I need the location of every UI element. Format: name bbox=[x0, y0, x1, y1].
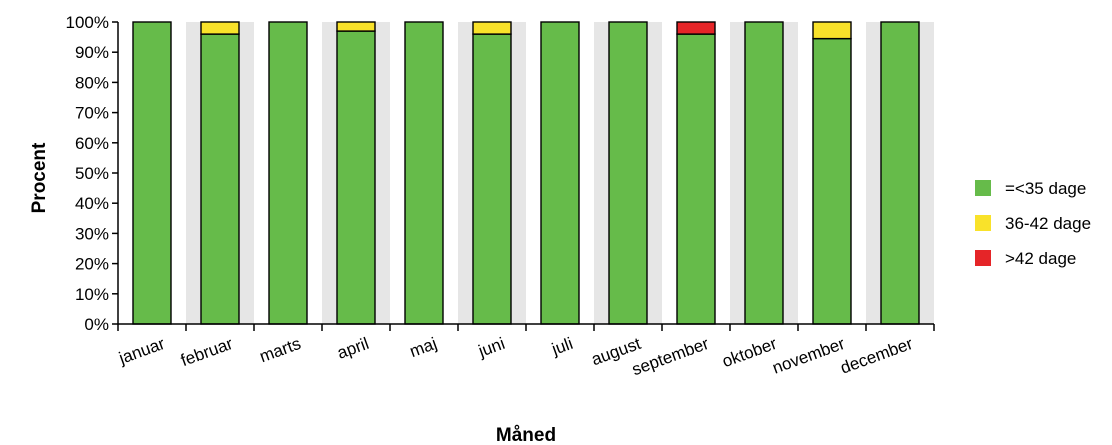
bar-segment bbox=[472, 33, 512, 325]
bar-segment bbox=[880, 21, 920, 325]
bar-segment bbox=[812, 37, 852, 325]
x-tick-label: november bbox=[770, 334, 848, 378]
bar-segment bbox=[336, 21, 376, 32]
x-axis-ticks: januar februar marts april maj juni juli august… bbox=[116, 324, 935, 379]
legend-swatch bbox=[975, 180, 991, 196]
legend-label: >42 dage bbox=[1005, 249, 1076, 268]
y-tick-label: 20% bbox=[75, 255, 109, 274]
x-tick-label: december bbox=[838, 334, 916, 378]
bar-segment bbox=[676, 33, 716, 325]
bar-segment bbox=[200, 21, 240, 35]
y-tick-label: 90% bbox=[75, 43, 109, 62]
x-tick-label: juni bbox=[475, 334, 507, 361]
legend-swatch bbox=[975, 250, 991, 266]
x-tick-label: juli bbox=[548, 334, 575, 359]
legend-label: =<35 dage bbox=[1005, 179, 1086, 198]
bar-segment bbox=[540, 21, 580, 325]
y-axis-ticks: 0% 10% 20% 30% 40% 50% 60% 70% 80% 90% 100% bbox=[66, 13, 118, 334]
bar-segment bbox=[404, 21, 444, 325]
bar-segment bbox=[472, 21, 512, 35]
x-tick-label: marts bbox=[257, 334, 303, 366]
x-tick-label: april bbox=[335, 334, 372, 363]
y-tick-label: 70% bbox=[75, 104, 109, 123]
y-tick-label: 10% bbox=[75, 285, 109, 304]
legend-swatch bbox=[975, 215, 991, 231]
x-axis-title: Måned bbox=[496, 425, 556, 445]
y-tick-label: 50% bbox=[75, 164, 109, 183]
x-tick-label: februar bbox=[178, 334, 235, 370]
y-tick-label: 60% bbox=[75, 134, 109, 153]
bar-segment bbox=[812, 21, 852, 40]
y-tick-label: 100% bbox=[66, 13, 109, 32]
y-tick-label: 30% bbox=[75, 224, 109, 243]
legend: =<35 dage 36-42 dage >42 dage bbox=[975, 179, 1091, 268]
legend-label: 36-42 dage bbox=[1005, 214, 1091, 233]
y-axis-title: Procent bbox=[29, 142, 50, 213]
y-tick-label: 0% bbox=[84, 315, 109, 334]
x-tick-label: oktober bbox=[720, 334, 780, 371]
x-tick-label: maj bbox=[407, 334, 439, 361]
bar-segment bbox=[336, 30, 376, 325]
bar-segment bbox=[676, 21, 716, 35]
y-tick-label: 40% bbox=[75, 194, 109, 213]
bar-segment bbox=[268, 21, 308, 325]
bar-segment bbox=[608, 21, 648, 325]
bar-segment bbox=[200, 33, 240, 325]
y-tick-label: 80% bbox=[75, 73, 109, 92]
bar-segment bbox=[744, 21, 784, 325]
x-tick-label: september bbox=[629, 334, 711, 379]
x-tick-label: januar bbox=[116, 334, 168, 368]
bar-segment bbox=[132, 21, 172, 325]
bars bbox=[132, 21, 920, 325]
